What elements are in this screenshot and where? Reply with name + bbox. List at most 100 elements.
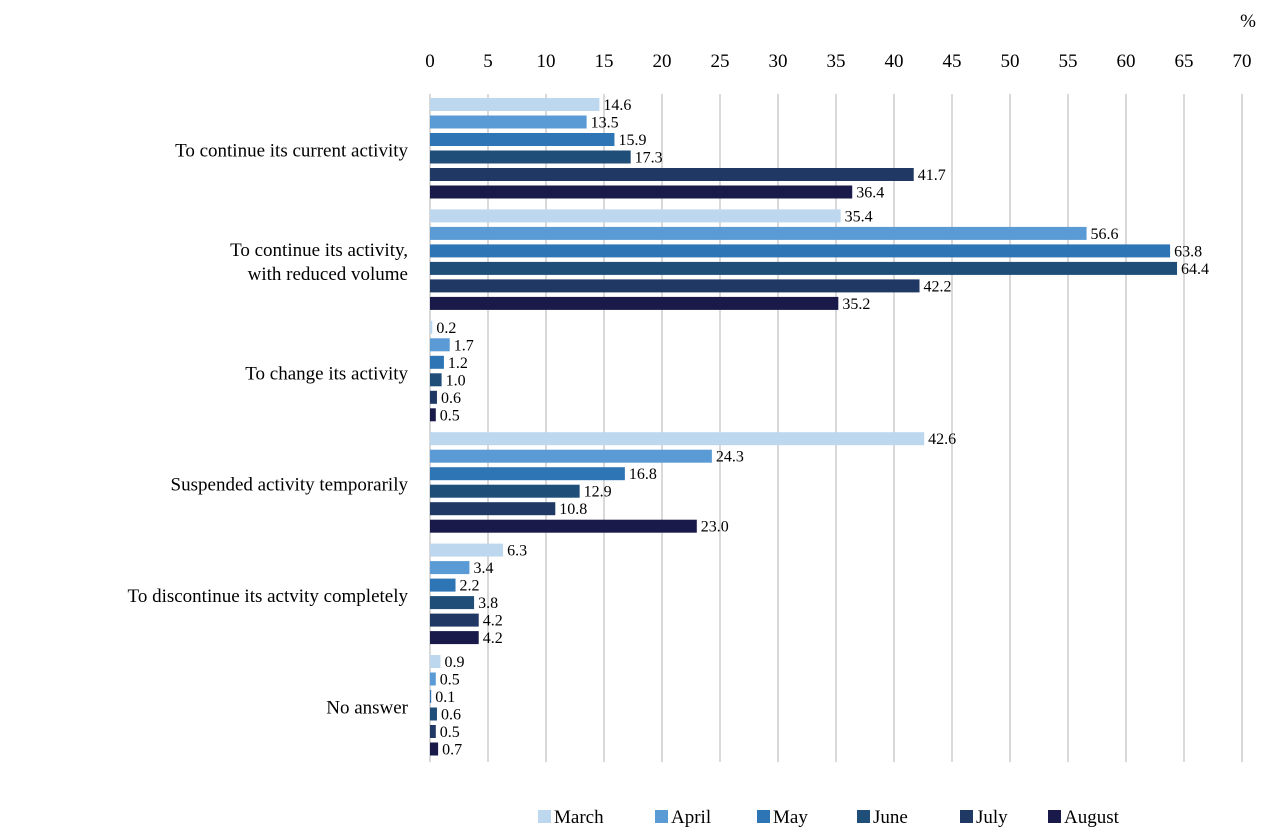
value-label-august-1: 35.2 xyxy=(842,296,870,313)
bar-august-3 xyxy=(430,519,697,533)
bar-april-3 xyxy=(430,449,712,463)
bar-june-2 xyxy=(430,373,442,387)
value-label-march-3: 42.6 xyxy=(928,431,956,448)
bar-april-1 xyxy=(430,226,1087,240)
bar-june-1 xyxy=(430,261,1178,275)
value-label-april-0: 13.5 xyxy=(591,115,619,132)
value-label-may-1: 63.8 xyxy=(1174,243,1202,260)
bar-march-2 xyxy=(430,320,433,334)
bar-june-0 xyxy=(430,150,631,164)
x-tick-label-9: 45 xyxy=(943,51,962,72)
x-tick-label-11: 55 xyxy=(1059,51,1078,72)
value-labels: 14.613.515.917.3 41.7 36.4 35.4 56.6 63.864.4… xyxy=(435,97,1209,759)
bar-april-5 xyxy=(430,672,436,686)
bar-may-1 xyxy=(430,244,1171,258)
bar-march-1 xyxy=(430,209,841,223)
x-axis-ticks: 0 5 10 15 20 25 30 35 40 45 50 55 60 65 70 xyxy=(425,51,1251,72)
bar-may-2 xyxy=(430,355,444,369)
value-label-march-0: 14.6 xyxy=(603,97,631,114)
x-tick-label-4: 20 xyxy=(653,51,672,72)
value-label-march-1: 35.4 xyxy=(845,208,873,225)
value-label-may-0: 15.9 xyxy=(618,132,646,149)
x-tick-label-7: 35 xyxy=(827,51,846,72)
value-label-may-2: 1.2 xyxy=(448,355,468,372)
bar-august-5 xyxy=(430,742,439,756)
value-label-july-0: 41.7 xyxy=(918,167,946,184)
x-tick-label-5: 25 xyxy=(711,51,730,72)
value-label-august-5: 0.7 xyxy=(442,742,462,759)
bar-june-5 xyxy=(430,707,437,721)
bar-july-5 xyxy=(430,725,436,738)
legend-swatch-august xyxy=(1048,810,1061,823)
bar-may-5 xyxy=(430,690,432,703)
value-label-august-4: 4.2 xyxy=(483,630,503,647)
bar-july-1 xyxy=(430,279,920,293)
value-label-july-5: 0.5 xyxy=(440,724,460,741)
value-label-april-1: 56.6 xyxy=(1091,226,1119,243)
value-label-july-2: 0.6 xyxy=(441,390,461,407)
bars xyxy=(430,98,1178,756)
bar-june-3 xyxy=(430,484,580,498)
category-label-0: To continue its current activity xyxy=(175,141,408,162)
value-label-april-2: 1.7 xyxy=(454,337,474,354)
value-label-june-1: 64.4 xyxy=(1181,261,1209,278)
legend-swatch-may xyxy=(757,810,770,823)
x-tick-label-6: 30 xyxy=(769,51,788,72)
bar-august-0 xyxy=(430,185,853,199)
value-label-june-2: 1.0 xyxy=(446,372,466,389)
bar-august-1 xyxy=(430,296,839,310)
bar-july-0 xyxy=(430,168,914,181)
legend-swatch-june xyxy=(857,810,870,823)
bar-may-0 xyxy=(430,133,615,146)
bar-april-2 xyxy=(430,338,450,352)
bar-april-4 xyxy=(430,561,470,575)
bar-july-4 xyxy=(430,613,479,627)
x-tick-label-3: 15 xyxy=(595,51,614,72)
bar-july-3 xyxy=(430,502,556,516)
value-label-june-4: 3.8 xyxy=(478,595,498,612)
x-tick-label-14: 70 xyxy=(1233,51,1252,72)
value-label-july-4: 4.2 xyxy=(483,613,503,630)
legend-label-april: April xyxy=(671,807,711,828)
value-label-april-4: 3.4 xyxy=(473,560,493,577)
bar-august-2 xyxy=(430,408,436,422)
value-label-march-2: 0.2 xyxy=(436,320,456,337)
bar-march-3 xyxy=(430,432,925,446)
bar-march-0 xyxy=(430,98,600,111)
value-label-april-3: 24.3 xyxy=(716,449,744,466)
category-label-4: To discontinue its actvity completely xyxy=(128,586,409,607)
category-labels: To continue its current activity To conti… xyxy=(128,141,409,719)
category-label-5: No answer xyxy=(326,698,408,719)
legend-label-july: July xyxy=(976,807,1008,828)
x-tick-label-13: 65 xyxy=(1175,51,1194,72)
bar-june-4 xyxy=(430,596,475,610)
value-label-july-3: 10.8 xyxy=(559,501,587,518)
legend-label-may: May xyxy=(773,807,808,828)
value-label-may-4: 2.2 xyxy=(460,578,480,595)
bar-august-4 xyxy=(430,631,479,645)
value-label-june-5: 0.6 xyxy=(441,707,461,724)
x-tick-label-8: 40 xyxy=(885,51,904,72)
bar-march-4 xyxy=(430,543,504,557)
x-tick-label-10: 50 xyxy=(1001,51,1020,72)
value-label-april-5: 0.5 xyxy=(440,672,460,689)
bar-may-3 xyxy=(430,467,625,481)
value-label-may-5: 0.1 xyxy=(435,689,455,706)
category-label-3: Suspended activity temporarily xyxy=(171,475,409,496)
legend-swatch-july xyxy=(960,810,973,823)
legend-swatch-april xyxy=(655,810,668,823)
legend: March April May June July August xyxy=(538,807,1120,828)
category-label-1-line-0: To continue its activity, xyxy=(230,240,408,261)
bar-july-2 xyxy=(430,390,437,404)
x-tick-label-1: 5 xyxy=(483,51,493,72)
bar-may-4 xyxy=(430,578,456,592)
x-tick-label-0: 0 xyxy=(425,51,435,72)
value-label-june-3: 12.9 xyxy=(584,484,612,501)
legend-label-august: August xyxy=(1064,807,1120,828)
legend-label-june: June xyxy=(873,807,908,828)
value-label-august-3: 23.0 xyxy=(701,519,729,536)
legend-label-march: March xyxy=(554,807,604,828)
x-tick-label-2: 10 xyxy=(537,51,556,72)
bar-april-0 xyxy=(430,115,587,129)
